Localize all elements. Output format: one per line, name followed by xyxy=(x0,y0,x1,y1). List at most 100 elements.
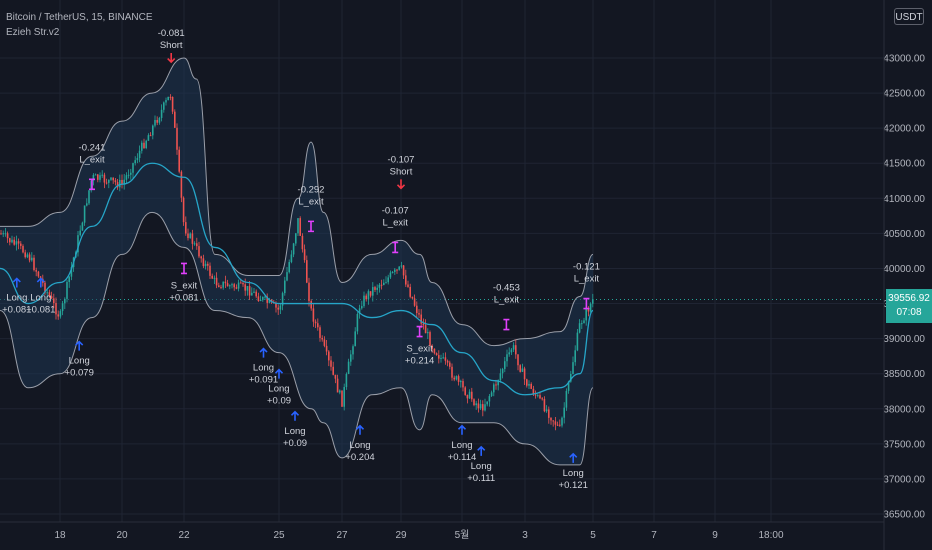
candle-body xyxy=(438,355,440,359)
signal-long: Long+0.081 xyxy=(2,277,31,315)
candle-body xyxy=(108,179,110,183)
candle-body xyxy=(528,383,530,386)
candle-body xyxy=(369,291,372,296)
candle-body xyxy=(449,362,451,367)
candle-body xyxy=(185,222,187,234)
candle-body xyxy=(2,233,4,235)
long-arrow-icon xyxy=(569,452,578,463)
signal-label: S_exit xyxy=(171,280,198,291)
candle-body xyxy=(429,332,431,346)
signal-label: Long xyxy=(253,363,274,374)
candles xyxy=(0,94,594,431)
candle-body xyxy=(314,321,317,324)
candle-body xyxy=(394,269,396,272)
signal-label: +0.081 xyxy=(2,304,31,315)
candle-body xyxy=(61,303,64,312)
candle-body xyxy=(559,424,561,426)
candle-body xyxy=(565,390,568,408)
candle-body xyxy=(275,303,277,308)
signal-label: Short xyxy=(390,166,413,177)
candle-body xyxy=(427,332,429,334)
candle-body xyxy=(457,376,460,382)
signal-label: -0.453 xyxy=(493,283,520,294)
signal-label: Long xyxy=(563,468,584,479)
candle-body xyxy=(554,421,557,425)
signal-label: Long xyxy=(451,440,472,451)
x-tick-label: 7 xyxy=(651,530,657,541)
signal-long: Long+0.121 xyxy=(559,452,588,491)
signal-label: +0.204 xyxy=(345,452,374,463)
symbol-title[interactable]: Bitcoin / TetherUS, 15, BINANCE xyxy=(6,12,153,23)
candle-body xyxy=(15,241,18,245)
candle-body xyxy=(196,243,198,247)
candle-body xyxy=(240,282,242,284)
exit-marker-icon xyxy=(181,262,187,275)
candle-body xyxy=(213,277,216,279)
candle-body xyxy=(163,102,165,110)
candle-body xyxy=(347,361,350,374)
candle-body xyxy=(182,197,185,223)
candle-body xyxy=(119,179,121,188)
candle-body xyxy=(504,361,506,369)
candle-body xyxy=(279,305,282,310)
candle-body xyxy=(174,111,176,128)
candle-body xyxy=(424,325,427,334)
candle-body xyxy=(418,313,420,315)
candle-body xyxy=(112,177,114,181)
candle-body xyxy=(127,174,130,176)
candle-body xyxy=(4,233,7,235)
candle-body xyxy=(339,390,341,393)
signal-label: +0.081 xyxy=(26,304,55,315)
candle-body xyxy=(328,351,330,361)
band-area xyxy=(0,57,594,466)
signal-label: -0.292 xyxy=(298,184,325,195)
candle-body xyxy=(204,263,207,267)
signal-long: Long+0.091 xyxy=(249,347,278,386)
candle-body xyxy=(365,295,367,300)
candle-body xyxy=(264,296,266,298)
candle-body xyxy=(512,345,515,350)
candle-body xyxy=(581,323,583,325)
candle-body xyxy=(141,142,143,151)
candle-body xyxy=(136,157,139,161)
candle-body xyxy=(50,296,53,299)
candle-body xyxy=(391,271,394,273)
last-price-value: 39556.92 xyxy=(888,293,930,304)
signal-label: L_exit xyxy=(298,196,324,207)
candle-body xyxy=(570,373,572,382)
candle-body xyxy=(519,365,521,372)
candle-body xyxy=(22,245,24,253)
y-tick-label: 38000.00 xyxy=(883,404,925,415)
candle-body xyxy=(572,362,574,374)
candle-body xyxy=(121,179,123,185)
candle-body xyxy=(92,174,95,181)
candle-body xyxy=(350,354,352,362)
candle-body xyxy=(53,298,55,304)
candle-body xyxy=(138,150,141,158)
signal-long: Long+0.111 xyxy=(467,445,495,484)
candle-body xyxy=(380,284,383,286)
x-tick-label: 5 xyxy=(590,530,596,541)
candle-body xyxy=(532,388,535,395)
long-arrow-icon xyxy=(36,277,45,288)
candle-body xyxy=(77,235,79,253)
candle-body xyxy=(68,276,70,282)
y-tick-label: 41000.00 xyxy=(883,194,925,205)
candle-body xyxy=(567,381,570,391)
long-arrow-icon xyxy=(355,424,365,435)
candle-body xyxy=(341,390,343,407)
candle-body xyxy=(440,357,442,359)
indicator-name[interactable]: Ezieh Str.v2 xyxy=(6,27,60,38)
signal-label: +0.079 xyxy=(65,368,94,379)
last-price-tag: 39556.92 07:08 xyxy=(886,289,932,323)
candle-body xyxy=(420,314,422,324)
signal-label: Long xyxy=(6,292,27,303)
signal-label: -0.107 xyxy=(382,205,409,216)
currency-button[interactable]: USDT xyxy=(894,8,924,25)
candle-body xyxy=(442,357,444,359)
exit-marker-icon xyxy=(89,178,95,191)
candle-body xyxy=(55,303,57,315)
